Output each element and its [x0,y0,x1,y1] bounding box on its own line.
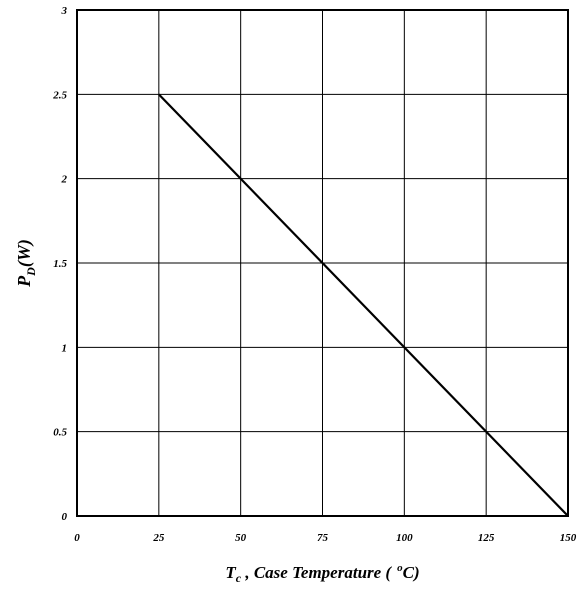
x-axis-title-main: T [225,563,236,582]
x-axis-title-degree: o [397,562,403,574]
y-axis-title-unit: (W) [14,239,35,267]
y-tick-labels: 0 0.5 1 1.5 2 2.5 3 [52,5,67,523]
y-tick-label: 1 [62,342,68,354]
y-tick-label: 0.5 [53,427,67,439]
x-tick-label: 150 [560,532,577,544]
x-tick-label: 75 [317,532,329,544]
x-tick-labels: 0 25 50 75 100 125 150 [74,532,577,544]
y-tick-label: 0 [62,511,68,523]
plot-area-frame [76,9,569,517]
series-line-0 [158,93,569,517]
x-tick-label: 25 [152,532,165,544]
x-axis-title-text: , Case Temperature ( [241,563,392,582]
x-axis-title-unit: C) [403,563,420,582]
y-tick-label: 2 [61,174,68,186]
y-tick-label: 1.5 [53,258,67,270]
x-tick-label: 125 [478,532,495,544]
y-tick-label: 3 [61,5,68,17]
y-axis-title-subscript: D [24,267,38,277]
y-axis-title: PD(W) [14,239,38,288]
grid-lines [77,10,568,516]
x-axis-title-subscript: c [236,571,242,585]
x-tick-label: 50 [235,532,247,544]
y-tick-label: 2.5 [52,89,67,101]
series-layer [158,93,569,517]
y-axis-title-main: P [14,275,34,288]
x-tick-label: 100 [396,532,413,544]
x-tick-label: 0 [74,532,80,544]
x-axis-title: Tc , Case Temperature ( oC) [225,562,419,585]
